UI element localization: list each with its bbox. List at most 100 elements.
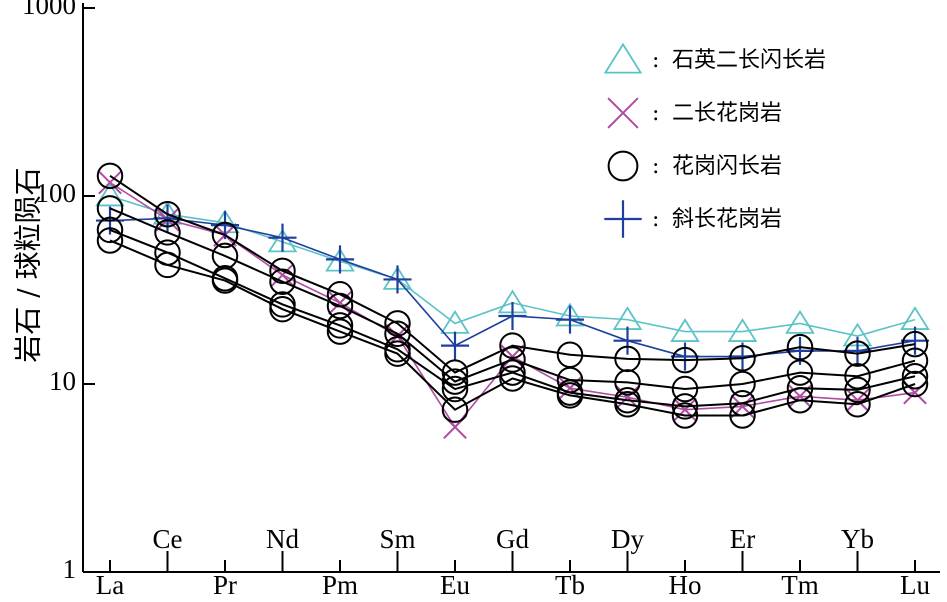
x-tick-label: Eu: [440, 570, 470, 600]
triangle-marker: [727, 318, 758, 342]
series-line: [109, 239, 916, 417]
y-ticks: 1 10 100 1000: [22, 0, 95, 584]
x-marker: [98, 170, 122, 195]
plus-marker: [440, 331, 470, 360]
circle-marker: [729, 345, 756, 372]
series-5: [96, 216, 929, 420]
circle-marker: [326, 292, 354, 320]
legend-item-3: : 斜长花岗岩: [604, 200, 782, 238]
legend-separator: :: [652, 101, 659, 126]
y-tick-label: 1: [63, 554, 77, 584]
x-tick-label: Gd: [496, 524, 529, 554]
circle-marker: [499, 359, 526, 386]
circle-marker: [901, 347, 929, 374]
plot-frame: [82, 3, 940, 573]
circle-marker: [607, 150, 639, 182]
plus-marker: [555, 305, 585, 334]
triangle-marker: [440, 310, 470, 334]
x-tick-label: Tb: [555, 570, 585, 600]
circle-marker: [556, 382, 584, 409]
circle-marker: [211, 267, 239, 294]
x-tick-label: Pm: [322, 570, 358, 600]
plus-marker: [268, 223, 297, 252]
y-tick-label: 10: [49, 366, 76, 396]
legend-separator: :: [652, 207, 659, 232]
legend-item-0: : 石英二长闪长岩: [603, 42, 826, 74]
circle-marker: [384, 310, 411, 337]
circle-marker: [499, 365, 526, 392]
x-tick-label: Ce: [153, 524, 183, 554]
y-tick-label: 1000: [22, 0, 76, 20]
series-3: [96, 162, 929, 386]
circle-marker: [671, 402, 699, 429]
x-tick-label: Ho: [669, 570, 702, 600]
legend-label: 斜长花岗岩: [672, 207, 782, 232]
x-tick-label: Pr: [213, 570, 237, 600]
circle-marker: [96, 162, 124, 190]
legend-label: 二长花岗岩: [672, 101, 782, 126]
circle-marker: [441, 375, 469, 403]
circle-marker: [384, 320, 411, 348]
x-marker: [845, 388, 870, 413]
legend-item-1: : 二长花岗岩: [607, 97, 782, 129]
circle-marker: [671, 393, 699, 420]
series-layer: [95, 162, 930, 439]
circle-marker: [901, 362, 929, 390]
legend-separator: :: [652, 48, 659, 73]
circle-marker: [844, 376, 871, 404]
circle-marker: [211, 221, 239, 249]
series-line: [109, 228, 916, 408]
y-axis-label: 岩石 / 球粒陨石: [12, 167, 45, 362]
circle-marker: [326, 312, 354, 339]
circle-marker: [901, 330, 929, 358]
circle-marker: [326, 318, 354, 345]
triangle-marker: [900, 306, 930, 330]
circle-marker: [729, 402, 756, 429]
x-tick-label: Sm: [379, 524, 415, 554]
circle-marker: [269, 268, 296, 295]
circle-marker: [671, 375, 699, 403]
series-line: [109, 175, 916, 374]
triangle-marker: [670, 318, 700, 342]
x-tick-label: La: [96, 570, 124, 600]
series-4: [96, 195, 929, 403]
circle-marker: [269, 295, 296, 323]
x-ticks: La Ce Pr Nd Pm Sm Eu Gd Tb Dy Ho Er Tm Yb Lu: [96, 524, 931, 600]
plus-marker: [498, 301, 527, 331]
circle-marker: [844, 362, 871, 390]
circle-marker: [844, 340, 871, 367]
plus-marker: [613, 326, 642, 355]
x-tick-label: Yb: [841, 524, 874, 554]
x-tick-label: Er: [730, 524, 755, 554]
circle-marker: [384, 340, 411, 367]
circle-marker: [499, 332, 526, 359]
circle-marker: [671, 346, 699, 374]
circle-marker: [729, 370, 756, 398]
triangle-marker: [603, 42, 643, 74]
triangle-marker: [95, 182, 125, 207]
circle-marker: [614, 391, 641, 418]
y-tick-label: 100: [36, 178, 77, 208]
legend-separator: :: [652, 154, 659, 179]
legend-label: 花岗闪长岩: [672, 154, 782, 179]
circle-marker: [96, 195, 124, 222]
x-tick-label: Lu: [900, 570, 930, 600]
circle-marker: [844, 391, 871, 418]
circle-marker: [154, 251, 181, 279]
triangle-marker: [785, 310, 815, 334]
circle-marker: [154, 219, 181, 246]
circle-marker: [786, 359, 814, 386]
circle-marker: [269, 257, 296, 285]
x-marker: [607, 97, 639, 129]
circle-marker: [441, 396, 469, 423]
x-tick-label: Dy: [611, 524, 644, 554]
plus-marker: [383, 265, 412, 294]
circle-marker: [96, 227, 124, 254]
legend-item-2: : 花岗闪长岩: [607, 150, 782, 182]
circle-marker: [901, 370, 929, 398]
x-marker: [270, 263, 295, 287]
x-tick-label: Nd: [266, 524, 299, 554]
circle-marker: [96, 216, 124, 244]
x-tick-label: Tm: [781, 570, 819, 600]
